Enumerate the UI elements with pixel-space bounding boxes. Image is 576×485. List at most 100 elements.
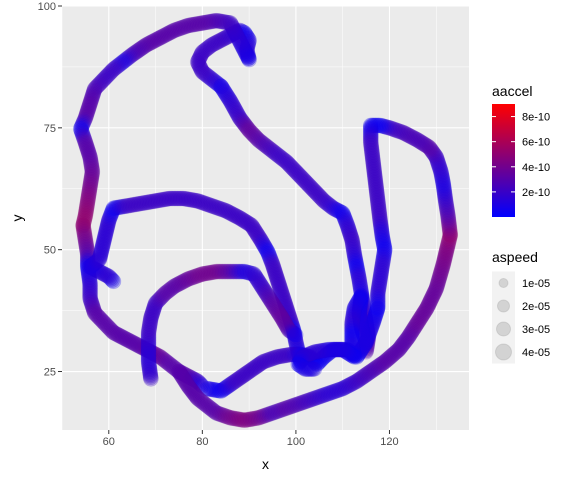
- data-point: [203, 381, 220, 398]
- data-point: [427, 282, 444, 298]
- data-point: [144, 34, 160, 50]
- data-point: [429, 153, 446, 170]
- data-point: [241, 215, 257, 232]
- data-point: [81, 271, 98, 287]
- data-point: [297, 347, 314, 364]
- data-point: [354, 369, 370, 386]
- data-point: [389, 122, 406, 139]
- data-point: [313, 190, 330, 207]
- data-point: [153, 289, 170, 306]
- data-point: [151, 348, 167, 365]
- data-point: [362, 134, 379, 151]
- data-point: [436, 180, 452, 197]
- data-point: [79, 245, 96, 261]
- data-point: [205, 13, 222, 29]
- data-point: [185, 384, 201, 401]
- data-point: [314, 387, 331, 404]
- data-point: [199, 14, 215, 31]
- data-point: [180, 191, 197, 208]
- data-point: [283, 324, 300, 340]
- data-point: [284, 319, 301, 335]
- x-axis: 60 80 100 120: [103, 430, 399, 448]
- data-point: [393, 338, 410, 354]
- data-point: [360, 327, 376, 344]
- data-point: [83, 170, 100, 186]
- data-point: [124, 334, 140, 351]
- data-point: [267, 404, 284, 420]
- data-point: [152, 29, 169, 46]
- data-point: [287, 331, 304, 348]
- data-point: [217, 85, 234, 101]
- data-point: [266, 350, 282, 366]
- data-point: [169, 276, 185, 293]
- data-point: [351, 271, 367, 287]
- data-point: [93, 245, 109, 262]
- data-point: [284, 160, 301, 176]
- data-point: [111, 327, 127, 344]
- data-point: [365, 361, 382, 378]
- data-point: [236, 41, 252, 58]
- data-point: [322, 198, 339, 214]
- data-point: [391, 340, 408, 357]
- data-point: [303, 179, 319, 196]
- data-point: [275, 290, 292, 306]
- data-point: [83, 259, 100, 276]
- data-point: [366, 312, 382, 328]
- data-point: [343, 344, 360, 361]
- data-point: [238, 118, 255, 135]
- data-point: [143, 344, 159, 360]
- data-point: [213, 263, 229, 280]
- data-point: [185, 269, 201, 286]
- data-point: [386, 121, 402, 138]
- data-point: [260, 245, 277, 262]
- data-point: [350, 266, 366, 283]
- data-point: [136, 340, 152, 357]
- data-point: [163, 24, 180, 40]
- data-point: [272, 148, 288, 165]
- data-point: [358, 332, 375, 349]
- data-point: [437, 188, 453, 205]
- data-point: [104, 323, 121, 340]
- data-point: [237, 117, 254, 134]
- data-point: [272, 281, 289, 297]
- data-point: [241, 122, 257, 139]
- data-point: [342, 227, 359, 244]
- data-point: [226, 207, 242, 223]
- data-point: [244, 218, 261, 235]
- data-point: [350, 265, 366, 281]
- data-point: [179, 377, 196, 393]
- data-point: [192, 266, 209, 283]
- data-point: [441, 215, 457, 232]
- data-point: [268, 145, 284, 162]
- data-point: [368, 180, 385, 196]
- data-point: [241, 265, 257, 281]
- data-point: [366, 167, 383, 183]
- data-point: [77, 110, 94, 126]
- data-point: [197, 265, 214, 282]
- data-point: [172, 275, 188, 292]
- data-point: [218, 86, 234, 103]
- data-point: [337, 212, 354, 229]
- size-legend-label: 1e-05: [522, 278, 550, 290]
- data-point: [292, 168, 309, 185]
- data-point: [93, 312, 110, 329]
- data-point: [220, 89, 236, 105]
- data-point: [291, 395, 307, 412]
- data-point: [328, 382, 345, 399]
- data-point: [91, 251, 108, 268]
- data-point: [269, 146, 286, 163]
- data-point: [275, 312, 292, 329]
- data-point: [144, 304, 161, 320]
- data-point: [222, 205, 238, 221]
- data-point: [77, 233, 94, 250]
- data-point: [344, 235, 361, 251]
- data-point: [291, 167, 308, 184]
- data-point: [221, 409, 237, 426]
- data-point: [247, 128, 263, 145]
- data-point: [423, 141, 439, 158]
- data-point: [360, 329, 377, 346]
- data-point: [296, 172, 312, 189]
- data-point: [108, 326, 124, 342]
- data-point: [261, 248, 278, 265]
